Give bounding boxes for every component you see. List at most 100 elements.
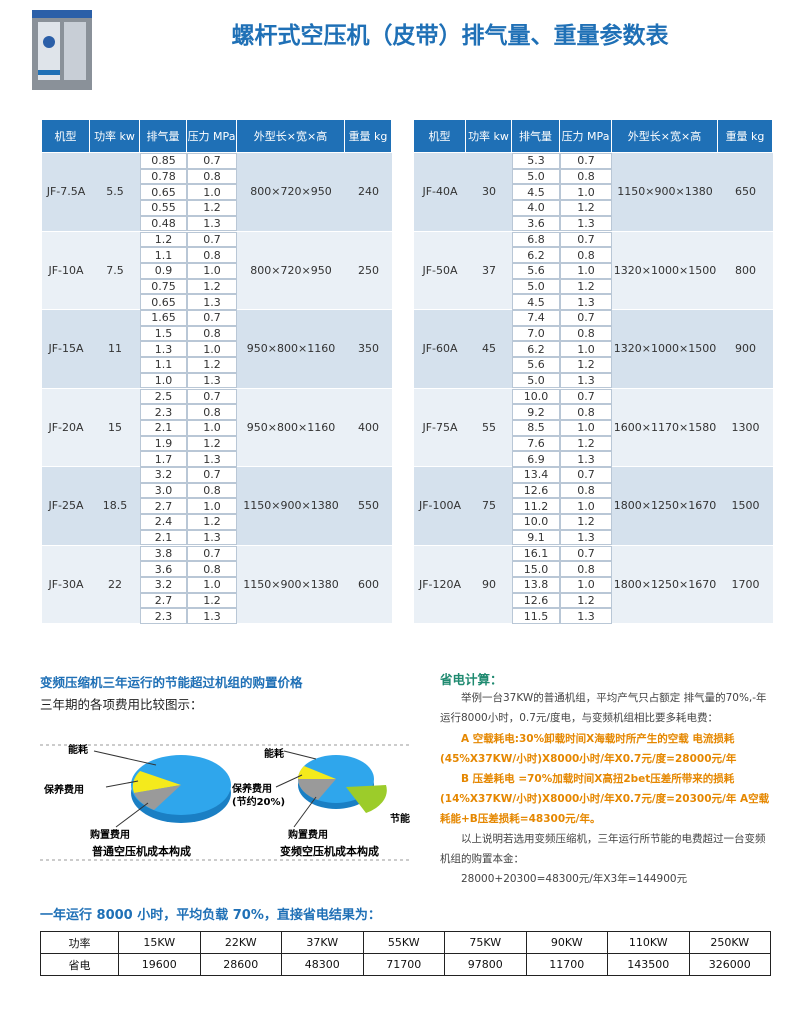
dims-cell: 800×720×950 — [237, 153, 345, 232]
pressure-cell: 1.0 — [560, 341, 612, 358]
model-cell: JF-15A — [42, 310, 90, 389]
header-cell: 压力 MPa — [560, 120, 612, 152]
pressure-cell: 0.7 — [187, 310, 237, 326]
panel — [38, 22, 60, 80]
flow-cell: 6.2 — [512, 341, 560, 358]
pressure-cell: 0.7 — [560, 467, 612, 483]
dims-cell: 1150×900×1380 — [237, 467, 345, 546]
summary-cell: 19600 — [118, 953, 201, 976]
pressure-cell: 1.3 — [187, 372, 237, 389]
weight-cell: 600 — [345, 545, 392, 624]
flow-cell: 1.1 — [140, 247, 187, 263]
power-cell: 5.5 — [90, 153, 140, 232]
pressure-cell: 0.8 — [560, 247, 612, 263]
model-cell: JF-50A — [414, 231, 466, 310]
pressure-cell: 1.2 — [187, 357, 237, 373]
paragraph: 举例一台37KW的普通机组，平均产气只占额定 排气量的70%,-年运行8000小… — [440, 692, 767, 724]
pressure-cell: 1.2 — [560, 200, 612, 216]
flow-cell: 0.48 — [140, 215, 187, 232]
header-cell: 机型 — [414, 120, 466, 152]
model-cell: JF-120A — [414, 545, 466, 624]
pressure-cell: 0.8 — [187, 168, 237, 185]
leader — [93, 750, 157, 766]
flow-cell: 1.1 — [140, 357, 187, 373]
flow-cell: 12.6 — [512, 482, 560, 499]
flow-cell: 3.6 — [512, 215, 560, 232]
flow-cell: 1.5 — [140, 325, 187, 342]
leader — [275, 774, 303, 788]
flow-cell: 4.0 — [512, 200, 560, 216]
pressure-cell: 0.8 — [560, 325, 612, 342]
weight-cell: 240 — [345, 153, 392, 232]
header-cell: 压力 MPa — [187, 120, 237, 152]
flow-cell: 2.7 — [140, 592, 187, 609]
dims-cell: 1800×1250×1670 — [612, 467, 718, 546]
paragraph: 以上说明若选用变频压缩机，三年运行所节能的电费超过一台变频机组的购置本金： — [440, 833, 766, 865]
flow-cell: 0.9 — [140, 262, 187, 279]
weight-cell: 1300 — [718, 388, 773, 467]
power-cell: 90 — [466, 545, 512, 624]
flow-cell: 12.6 — [512, 592, 560, 609]
pressure-cell: 1.2 — [560, 514, 612, 530]
flow-cell: 2.3 — [140, 404, 187, 420]
summary-cell: 97800 — [444, 953, 527, 976]
pressure-cell: 0.8 — [560, 561, 612, 577]
weight-cell: 800 — [718, 231, 773, 310]
weight-cell: 250 — [345, 231, 392, 310]
dims-cell: 950×800×1160 — [237, 310, 345, 389]
flow-cell: 11.5 — [512, 608, 560, 624]
pie-figure — [40, 744, 411, 861]
pressure-cell: 0.8 — [560, 482, 612, 499]
power-cell: 15 — [90, 388, 140, 467]
logo — [43, 36, 55, 48]
flow-cell: 0.65 — [140, 184, 187, 201]
summary-cell: 110KW — [607, 931, 690, 954]
weight-cell: 1700 — [718, 545, 773, 624]
flow-cell: 6.9 — [512, 451, 560, 467]
flow-cell: 5.3 — [512, 153, 560, 169]
pressure-cell: 0.8 — [560, 168, 612, 185]
summary-cell: 11700 — [525, 953, 608, 976]
label: (节约20%) — [232, 797, 286, 808]
dims-cell: 800×720×950 — [237, 231, 345, 310]
summary-cell: 250KW — [688, 931, 771, 954]
model-cell: JF-20A — [42, 388, 90, 467]
summary-cell: 75KW — [444, 931, 527, 954]
pressure-cell: 1.2 — [560, 357, 612, 373]
flow-cell: 0.55 — [140, 200, 187, 216]
flow-cell: 2.3 — [140, 608, 187, 624]
flow-cell: 5.6 — [512, 262, 560, 279]
stripe — [38, 70, 60, 75]
flow-cell: 3.8 — [140, 545, 187, 562]
pressure-cell: 1.0 — [560, 419, 612, 436]
label: 购置费用 — [90, 830, 130, 841]
caption: 普通空压机成本构成 — [92, 845, 191, 858]
weight-cell: 350 — [345, 310, 392, 389]
pressure-cell: 1.3 — [560, 608, 612, 624]
summary-cell: 326000 — [688, 953, 771, 976]
paragraph: 28000+20300=48300元/年X3年=144900元 — [461, 873, 688, 885]
pressure-cell: 1.0 — [560, 184, 612, 201]
summary-cell: 143500 — [607, 953, 690, 976]
pie-maintenance — [297, 766, 336, 779]
flow-cell: 0.65 — [140, 294, 187, 310]
leader — [293, 796, 317, 828]
weight-cell: 550 — [345, 467, 392, 546]
pressure-cell: 1.3 — [187, 451, 237, 467]
pressure-cell: 1.3 — [187, 294, 237, 310]
compare-subheading: 三年期的各项费用比较图示： — [40, 697, 203, 712]
pressure-cell: 0.7 — [187, 388, 237, 405]
weight-cell: 1500 — [718, 467, 773, 546]
summary-cell: 28600 — [199, 953, 282, 976]
summary-heading: 一年运行 8000 小时，平均负载 70%，直接省电结果为： — [40, 908, 381, 923]
flow-cell: 5.0 — [512, 372, 560, 389]
power-cell: 75 — [466, 467, 512, 546]
weight-cell: 400 — [345, 388, 392, 467]
header-cell: 外型长×宽×高 — [237, 120, 345, 152]
pressure-cell: 1.2 — [187, 592, 237, 609]
pressure-cell: 1.3 — [187, 608, 237, 624]
model-cell: JF-75A — [414, 388, 466, 467]
pressure-cell: 1.2 — [187, 514, 237, 530]
pressure-cell: 0.7 — [560, 153, 612, 169]
